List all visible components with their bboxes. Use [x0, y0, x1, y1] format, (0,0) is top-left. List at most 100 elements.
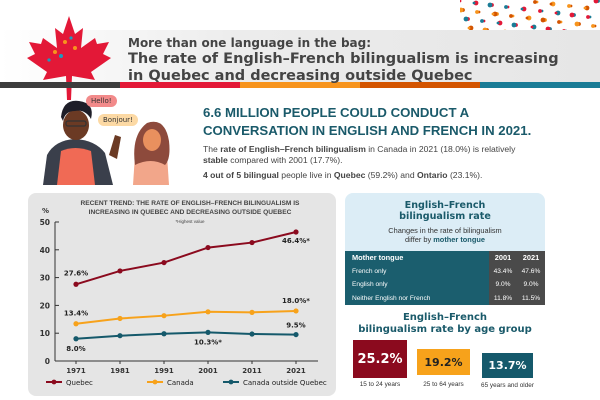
data-point — [205, 329, 211, 335]
stripe-segment — [0, 82, 120, 88]
legend-marker — [152, 379, 158, 385]
title-line: bilingualism rate — [399, 211, 491, 222]
data-label: 8.0% — [66, 345, 85, 353]
dot — [467, 26, 471, 30]
x-tick-label: 1991 — [154, 367, 174, 375]
line-chart: % 0 10 20 30 40 50 1971 1981 1991 2001 2011 2021 27.6… — [40, 207, 327, 387]
title-line: English–French — [404, 200, 486, 211]
header-subtitle: More than one language in the bag: — [128, 36, 372, 50]
table-cell: Neither English nor French — [345, 291, 489, 305]
legend-marker — [228, 379, 234, 385]
table-row: French only 43.4% 47.6% — [345, 264, 545, 278]
title-line: in Quebec and decreasing outside Quebec — [128, 68, 473, 84]
table-cell: 9.0% — [489, 278, 517, 292]
dot — [530, 25, 534, 29]
dot — [468, 25, 474, 31]
legend-label: Canada — [167, 379, 194, 387]
age-group-title: English–French bilingualism rate by age … — [345, 312, 545, 336]
dot — [583, 6, 587, 10]
dot — [496, 21, 500, 25]
data-point — [73, 281, 79, 287]
dot — [549, 2, 553, 6]
y-tick-label: 40 — [40, 246, 50, 255]
dot — [525, 16, 529, 20]
age-group-label: 15 to 24 years — [359, 381, 401, 388]
stripe-segment — [480, 82, 600, 88]
table-cell: 47.6% — [517, 264, 545, 278]
data-point — [249, 239, 255, 246]
dot — [533, 0, 537, 4]
data-label: 18.0%* — [282, 297, 310, 305]
data-label: 10.3%* — [194, 338, 222, 346]
speech-bubble-bonjour: Bonjour! — [98, 114, 138, 126]
legend-marker — [51, 379, 57, 385]
dot — [526, 15, 532, 21]
dot — [557, 20, 561, 24]
data-label: 13.4% — [64, 310, 88, 318]
dot — [511, 22, 517, 28]
chart-panel — [28, 193, 336, 396]
x-tick-label: 1981 — [110, 367, 130, 375]
x-tick-label: 2001 — [198, 367, 218, 375]
data-point — [249, 331, 255, 337]
title-line: bilingualism rate by age group — [358, 324, 532, 335]
table-cell: 11.8% — [489, 291, 517, 305]
data-point — [205, 309, 211, 315]
y-tick-label: 30 — [40, 274, 50, 283]
color-stripe — [0, 82, 600, 88]
speech-bubble-hello: Hello! — [86, 95, 117, 107]
dot — [567, 4, 571, 8]
summary-paragraph-2: 4 out of 5 bilingual people live in Queb… — [203, 170, 483, 180]
mother-tongue-subtitle: Changes in the rate of bilingualism diff… — [345, 226, 545, 244]
y-tick-label: 10 — [40, 329, 50, 338]
data-point — [117, 315, 123, 322]
dot — [521, 6, 527, 12]
table-header-row: Mother tongue 2001 2021 — [345, 251, 545, 265]
chart-title-line: INCREASING IN QUEBEC AND DECREASING OUTS… — [88, 209, 292, 216]
age-rate-box: 19.2% — [417, 349, 470, 375]
age-rate-box: 25.2% — [353, 340, 407, 378]
data-point — [73, 336, 79, 342]
data-point — [161, 259, 167, 266]
summary-paragraph-1: The rate of English–French bilingualism … — [203, 144, 516, 165]
y-tick-label: 50 — [40, 218, 50, 227]
headline-line: 6.6 MILLION PEOPLE COULD CONDUCT A — [203, 105, 470, 120]
dot — [531, 24, 537, 30]
dot — [584, 5, 590, 11]
data-point — [161, 313, 167, 319]
table-cell: 43.4% — [489, 264, 517, 278]
dot — [463, 16, 469, 22]
stripe-segment — [360, 82, 480, 88]
data-point — [293, 229, 299, 235]
dot — [460, 0, 462, 3]
dot — [475, 10, 479, 14]
dot — [538, 9, 542, 13]
stripe-segment — [120, 82, 240, 88]
y-tick-label: 20 — [40, 301, 50, 310]
data-point — [161, 331, 167, 337]
title-line: English–French — [402, 312, 488, 323]
legend-label: Canada outside Quebec — [243, 379, 327, 387]
age-group-label: 25 to 64 years — [423, 381, 464, 388]
legend-label: Quebec — [66, 379, 93, 387]
dot — [497, 20, 503, 26]
dot — [480, 19, 484, 23]
subtitle-line: differ by mother tongue — [405, 235, 485, 244]
dot — [569, 12, 575, 18]
dot — [487, 2, 493, 8]
table-row: English only 9.0% 9.0% — [345, 278, 545, 292]
dot — [554, 11, 558, 15]
dot — [504, 5, 508, 9]
table-cell: French only — [345, 264, 489, 278]
dot — [550, 1, 556, 7]
maple-leaf-icon — [27, 16, 111, 100]
mother-tongue-table: Mother tongue 2001 2021 French only 43.4% 47.… — [345, 251, 545, 305]
y-tick-label: 0 — [45, 357, 50, 366]
data-point — [117, 333, 123, 339]
data-point — [205, 244, 211, 251]
people-illustration — [43, 100, 170, 185]
data-point — [249, 309, 255, 315]
dot — [586, 15, 590, 19]
mother-tongue-title: English–French bilingualism rate — [345, 200, 545, 222]
subtitle-line: Changes in the rate of bilingualism — [388, 226, 502, 235]
